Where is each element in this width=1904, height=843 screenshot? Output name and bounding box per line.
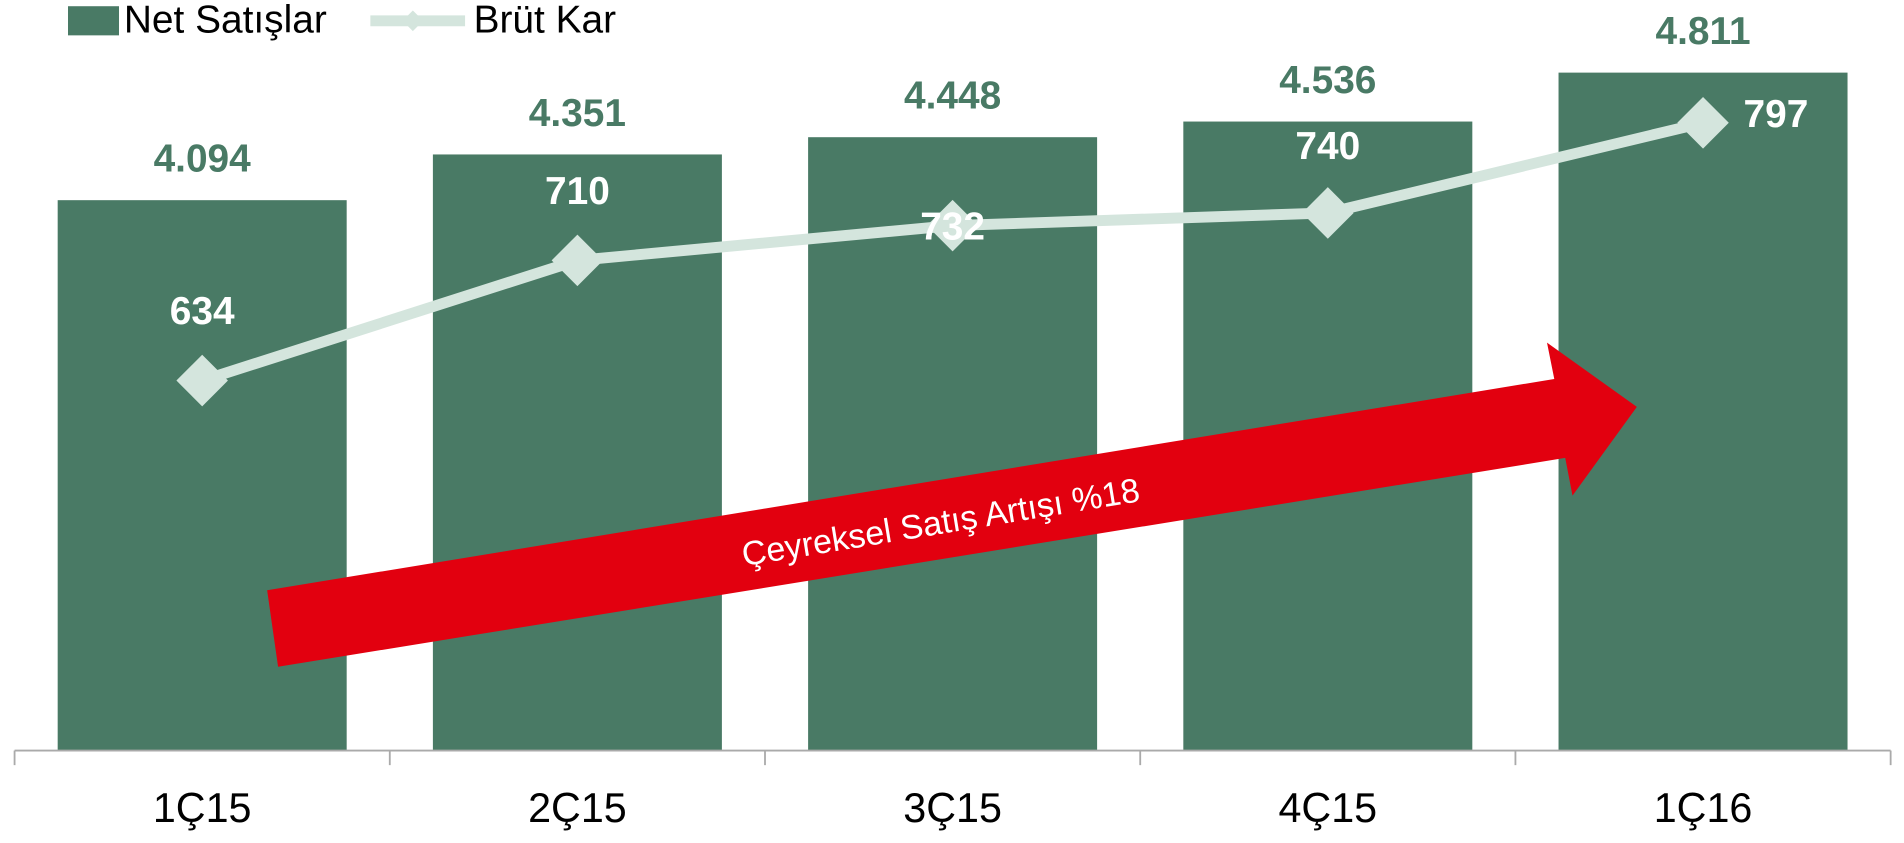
x-tick-label: 3Ç15 bbox=[903, 785, 1002, 831]
bar-value-label: 4.351 bbox=[529, 92, 626, 135]
legend-label: Brüt Kar bbox=[474, 0, 617, 41]
line-value-label: 740 bbox=[1295, 125, 1360, 168]
x-tick-label: 1Ç15 bbox=[153, 785, 252, 831]
legend-label: Net Satışlar bbox=[124, 0, 327, 41]
bar-value-label: 4.811 bbox=[1656, 10, 1751, 53]
bar-value-label: 4.448 bbox=[904, 75, 1001, 118]
line-marker bbox=[1677, 97, 1729, 149]
line-value-label: 732 bbox=[920, 205, 985, 248]
x-tick-label: 1Ç16 bbox=[1654, 785, 1753, 831]
line-value-label: 710 bbox=[545, 170, 610, 213]
bar-value-label: 4.536 bbox=[1279, 59, 1376, 102]
growth-arrow bbox=[267, 342, 1637, 667]
legend-swatch bbox=[68, 6, 119, 36]
x-tick-label: 4Ç15 bbox=[1278, 785, 1377, 831]
legend-marker bbox=[402, 10, 424, 32]
line-marker bbox=[926, 199, 979, 252]
bar-value-label: 4.094 bbox=[154, 138, 252, 181]
line-value-label: 797 bbox=[1743, 93, 1808, 136]
line-value-label: 634 bbox=[170, 290, 235, 333]
line-marker bbox=[176, 354, 228, 407]
x-tick-label: 2Ç15 bbox=[528, 785, 627, 831]
line-marker bbox=[551, 234, 604, 287]
bar bbox=[57, 200, 347, 751]
